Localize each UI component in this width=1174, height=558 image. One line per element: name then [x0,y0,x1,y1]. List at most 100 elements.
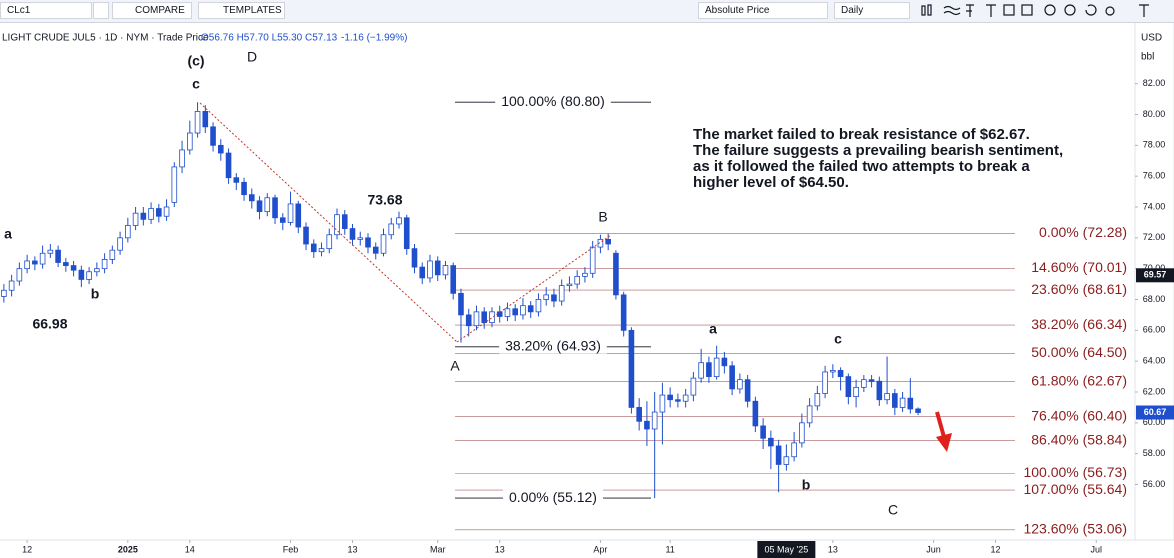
fib-label: 23.60% (68.61) [1031,281,1127,297]
candle-body [318,248,325,253]
candle-body [636,407,642,422]
candle-body [558,285,565,302]
candle-body [125,225,131,239]
wave-label: (c) [187,53,204,69]
candle-body [822,371,828,394]
wave-label: b [802,477,811,493]
candle-body [504,308,511,317]
candle-body [326,234,333,250]
candle-body [450,265,457,294]
price-badge-label: 60.67 [1144,407,1167,417]
wave-label: c [834,331,842,347]
fib-label: 0.00% (72.28) [1039,224,1127,240]
templates-button[interactable]: TEMPLATES [198,2,285,19]
candle-body [101,259,108,270]
candle-body [675,399,681,402]
candle-body [365,237,371,248]
candle-body [279,217,286,223]
y-tick-label: 58.00 [1143,448,1166,458]
candle-body [837,370,844,377]
candle-body [496,311,503,317]
candle-body [47,249,54,254]
wave-label: A [450,358,460,374]
fib-label: 50.00% (64.50) [1031,344,1127,360]
candle-body [768,437,774,447]
fib-label: 76.40% (60.40) [1031,407,1127,423]
candle-body [690,377,697,396]
trend-line [456,234,612,343]
y-tick-label: 82.00 [1143,78,1166,88]
candle-body [876,380,883,401]
candle-body [1,289,7,297]
candle-body [70,265,77,271]
y-tick-label: 72.00 [1143,232,1166,242]
candle-body [303,226,309,245]
plot [1,101,1015,531]
x-tick-label: Mar [430,544,446,554]
candle-body [651,411,658,430]
drawings [199,102,952,452]
candle-body [845,376,852,398]
clock-button[interactable] [93,2,109,19]
candle-body [628,329,635,408]
interval-select[interactable]: Daily [834,2,910,19]
candle-body [194,111,201,134]
candle-body [721,357,728,367]
label-bg [503,488,603,505]
candle-body [698,362,704,379]
toolbar-icons [921,4,1149,17]
annotation-line: higher level of $64.50. [693,174,849,191]
candle-body [899,397,906,408]
candle-body [760,425,766,439]
candle-body [218,144,224,154]
annotation-line: The failure suggests a prevailing bearis… [693,142,1063,159]
candle-body [884,393,890,401]
candle-body [55,249,61,263]
candle-body [39,252,46,265]
candle-body [179,149,185,168]
candle-body [241,181,247,196]
compare-button[interactable]: COMPARE [112,2,192,19]
x-tick-label: 13 [495,544,505,554]
candle-body [752,400,759,427]
y-tick-label: 80.00 [1143,109,1166,119]
price-mode-select[interactable]: Absolute Price [698,2,828,19]
candle-body [187,132,193,151]
candle-body [791,442,797,458]
candle-body [357,237,364,240]
y-tick-label: 66.00 [1143,325,1166,335]
candle-body [713,357,720,377]
candle-body [473,311,480,327]
y-tick-label: 64.00 [1143,356,1166,366]
candle-body [892,393,898,408]
x-tick-label: 12 [991,544,1001,554]
candle-body [264,197,271,213]
candle-body [861,379,867,388]
candle-body [380,234,387,254]
fib-label: 100.00% (56.73) [1023,464,1127,480]
candle-body [551,294,557,302]
candle-body [295,203,302,228]
candle-body [117,237,123,251]
candle-body [806,405,813,424]
symbol-search[interactable]: CLc1 [0,2,92,19]
candle-body [644,420,650,430]
candle-body [287,203,294,223]
x-tick-label: 11 [665,544,674,554]
candle-body [310,243,317,253]
crosshair-label: 05 May '25 [764,544,808,554]
candle-body [349,228,356,240]
candle-body [442,265,449,276]
price-badge [1136,268,1174,283]
candle-body [388,223,395,236]
candle-body [907,397,914,410]
candle-body [481,311,488,324]
candle-body [8,280,15,291]
candle-body [86,271,92,280]
fib-label: 123.60% (53.06) [1023,521,1127,537]
y-tick-label: 70.00 [1143,263,1166,273]
x-tick-label: 12 [22,544,32,554]
wave-label: C [888,502,898,518]
annotation-line: The market failed to break resistance of… [693,126,1030,143]
candle-body [620,294,627,331]
